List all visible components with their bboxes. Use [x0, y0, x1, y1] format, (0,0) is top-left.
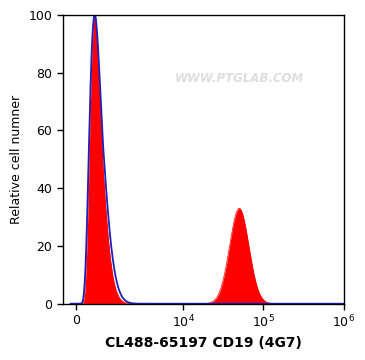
Text: WWW.PTGLAB.COM: WWW.PTGLAB.COM: [175, 72, 304, 85]
X-axis label: CL488-65197 CD19 (4G7): CL488-65197 CD19 (4G7): [105, 336, 301, 350]
Y-axis label: Relative cell numner: Relative cell numner: [10, 95, 23, 224]
